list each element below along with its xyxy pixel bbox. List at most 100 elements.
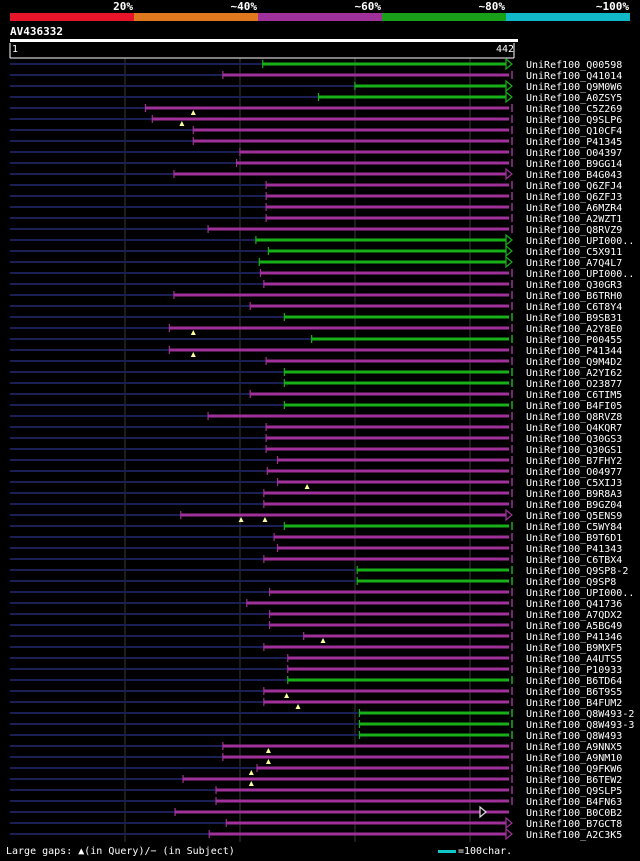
hit-row[interactable]: UniRef100_B6TEW2	[10, 775, 622, 786]
hit-label[interactable]: UniRef100_C6TBX4	[526, 555, 622, 566]
hit-label[interactable]: UniRef100_A9NNX5	[526, 742, 622, 753]
hit-row[interactable]: UniRef100_A0ZSY5	[10, 90, 622, 104]
hit-row[interactable]: UniRef100_A4UTS5	[10, 654, 622, 665]
hit-row[interactable]: UniRef100_A5BG49	[10, 621, 622, 632]
hit-row[interactable]: UniRef100_C5X911	[10, 244, 622, 258]
hit-row[interactable]: UniRef100_A7QDX2	[10, 610, 622, 621]
hit-label[interactable]: UniRef100_P41346	[526, 632, 622, 643]
hit-label[interactable]: UniRef100_Q8W493-2	[526, 709, 634, 720]
hit-row[interactable]: UniRef100_A7Q4L7	[10, 255, 622, 269]
hit-label[interactable]: UniRef100_B4FUM2	[526, 698, 622, 709]
hit-label[interactable]: UniRef100_C5X911	[526, 247, 622, 258]
hit-row[interactable]: UniRef100_Q8W493-3	[10, 720, 634, 731]
hit-label[interactable]: UniRef100_Q6ZFJ3	[526, 192, 622, 203]
hit-label[interactable]: UniRef100_Q00598	[526, 60, 622, 71]
hit-row[interactable]: UniRef100_Q30GS1	[10, 445, 622, 456]
hit-label[interactable]: UniRef100_A7Q4L7	[526, 258, 622, 269]
hit-row[interactable]: UniRef100_B4G043	[10, 167, 622, 181]
hit-row[interactable]: UniRef100_UPI000..	[10, 588, 634, 599]
hit-row[interactable]: UniRef100_Q9SLP5	[10, 786, 622, 797]
hit-label[interactable]: UniRef100_B0C0B2	[526, 808, 622, 819]
hit-label[interactable]: UniRef100_A7QDX2	[526, 610, 622, 621]
hit-label[interactable]: UniRef100_UPI000..	[526, 236, 634, 247]
hit-label[interactable]: UniRef100_B6TEW2	[526, 775, 622, 786]
hit-label[interactable]: UniRef100_P41345	[526, 137, 622, 148]
hit-label[interactable]: UniRef100_Q30GR3	[526, 280, 622, 291]
hit-label[interactable]: UniRef100_Q9SP8-2	[526, 566, 628, 577]
hit-row[interactable]: UniRef100_A2Y8E0	[10, 324, 622, 335]
hit-label[interactable]: UniRef100_B4FI05	[526, 401, 622, 412]
hit-label[interactable]: UniRef100_B6T9S5	[526, 687, 622, 698]
hit-row[interactable]: UniRef100_Q30GR3	[10, 280, 622, 291]
hit-row[interactable]: UniRef100_P00455	[10, 335, 622, 346]
hit-label[interactable]: UniRef100_Q9SLP5	[526, 786, 622, 797]
hit-label[interactable]: UniRef100_P10933	[526, 665, 622, 676]
hit-row[interactable]: UniRef100_UPI000..	[10, 269, 634, 280]
hit-row[interactable]: UniRef100_Q10CF4	[10, 126, 622, 137]
hit-label[interactable]: UniRef100_O23877	[526, 379, 622, 390]
hit-row[interactable]: UniRef100_B4FI05	[10, 401, 622, 412]
hit-label[interactable]: UniRef100_P41344	[526, 346, 622, 357]
hit-label[interactable]: UniRef100_A2Y8E0	[526, 324, 622, 335]
hit-label[interactable]: UniRef100_Q9M0W6	[526, 82, 622, 93]
hit-label[interactable]: UniRef100_B7GCT8	[526, 819, 622, 830]
hit-label[interactable]: UniRef100_B7FHY2	[526, 456, 622, 467]
hit-row[interactable]: UniRef100_Q00598	[10, 57, 622, 71]
hit-label[interactable]: UniRef100_A6MZR4	[526, 203, 622, 214]
hit-row[interactable]: UniRef100_C6T8Y4	[10, 302, 622, 313]
hit-label[interactable]: UniRef100_Q8RVZ8	[526, 412, 622, 423]
hit-row[interactable]: UniRef100_B7GCT8	[10, 816, 622, 830]
hit-row[interactable]: UniRef100_B9SB31	[10, 313, 622, 324]
hit-row[interactable]: UniRef100_P10933	[10, 665, 622, 676]
hit-row[interactable]: UniRef100_Q6ZFJ3	[10, 192, 622, 203]
hit-label[interactable]: UniRef100_A9NM10	[526, 753, 622, 764]
hit-row[interactable]: UniRef100_P41344	[10, 346, 622, 357]
hit-label[interactable]: UniRef100_A2YI62	[526, 368, 622, 379]
hit-row[interactable]: UniRef100_A6MZR4	[10, 203, 622, 214]
hit-row[interactable]: UniRef100_Q6ZFJ4	[10, 181, 622, 192]
hit-label[interactable]: UniRef100_C5Z269	[526, 104, 622, 115]
hit-row[interactable]: UniRef100_A2YI62	[10, 368, 622, 379]
hit-row[interactable]: UniRef100_Q8W493	[10, 731, 622, 742]
hit-row[interactable]: UniRef100_B6T9S5	[10, 687, 622, 698]
hit-label[interactable]: UniRef100_UPI000..	[526, 269, 634, 280]
hit-label[interactable]: UniRef100_A0ZSY5	[526, 93, 622, 104]
hit-row[interactable]: UniRef100_C5WY84	[10, 522, 622, 533]
hit-row[interactable]: UniRef100_Q41014	[10, 71, 622, 82]
hit-row[interactable]: UniRef100_C5Z269	[10, 104, 622, 115]
hit-label[interactable]: UniRef100_C5WY84	[526, 522, 622, 533]
hit-row[interactable]: UniRef100_Q30GS3	[10, 434, 622, 445]
hit-label[interactable]: UniRef100_O04977	[526, 467, 622, 478]
hit-label[interactable]: UniRef100_Q9FKW6	[526, 764, 622, 775]
hit-row[interactable]: UniRef100_B4FN63	[10, 797, 622, 808]
hit-row[interactable]: UniRef100_C6TBX4	[10, 555, 622, 566]
hit-label[interactable]: UniRef100_Q5ENS9	[526, 511, 622, 522]
hit-row[interactable]: UniRef100_C5XIJ3	[10, 478, 622, 489]
hit-row[interactable]: UniRef100_B0C0B2	[10, 805, 622, 819]
hit-label[interactable]: UniRef100_C5XIJ3	[526, 478, 622, 489]
hit-row[interactable]: UniRef100_O04977	[10, 467, 622, 478]
hit-row[interactable]: UniRef100_B9MXF5	[10, 643, 622, 654]
hit-label[interactable]: UniRef100_Q9SLP6	[526, 115, 622, 126]
hit-row[interactable]: UniRef100_B6TRH0	[10, 291, 622, 302]
hit-row[interactable]: UniRef100_O23877	[10, 379, 622, 390]
hit-row[interactable]: UniRef100_Q9M0W6	[10, 79, 622, 93]
hit-label[interactable]: UniRef100_Q8W493-3	[526, 720, 634, 731]
hit-row[interactable]: UniRef100_B9T6D1	[10, 533, 622, 544]
hit-row[interactable]: UniRef100_P41343	[10, 544, 622, 555]
hit-row[interactable]: UniRef100_A9NNX5	[10, 742, 622, 753]
hit-label[interactable]: UniRef100_A2C3K5	[526, 830, 622, 841]
hit-row[interactable]: UniRef100_A2C3K5	[10, 827, 622, 841]
hit-row[interactable]: UniRef100_P41345	[10, 137, 622, 148]
hit-row[interactable]: UniRef100_B9GZ04	[10, 500, 622, 511]
hit-row[interactable]: UniRef100_B6TD64	[10, 676, 622, 687]
hit-label[interactable]: UniRef100_B6TRH0	[526, 291, 622, 302]
hit-label[interactable]: UniRef100_O04397	[526, 148, 622, 159]
hit-label[interactable]: UniRef100_B9GG14	[526, 159, 622, 170]
hit-label[interactable]: UniRef100_A4UTS5	[526, 654, 622, 665]
hit-label[interactable]: UniRef100_C6T8Y4	[526, 302, 622, 313]
hit-label[interactable]: UniRef100_A2WZT1	[526, 214, 622, 225]
hit-row[interactable]: UniRef100_Q9M4D2	[10, 357, 622, 368]
hit-row[interactable]: UniRef100_Q5ENS9	[10, 508, 622, 522]
hit-label[interactable]: UniRef100_B4FN63	[526, 797, 622, 808]
